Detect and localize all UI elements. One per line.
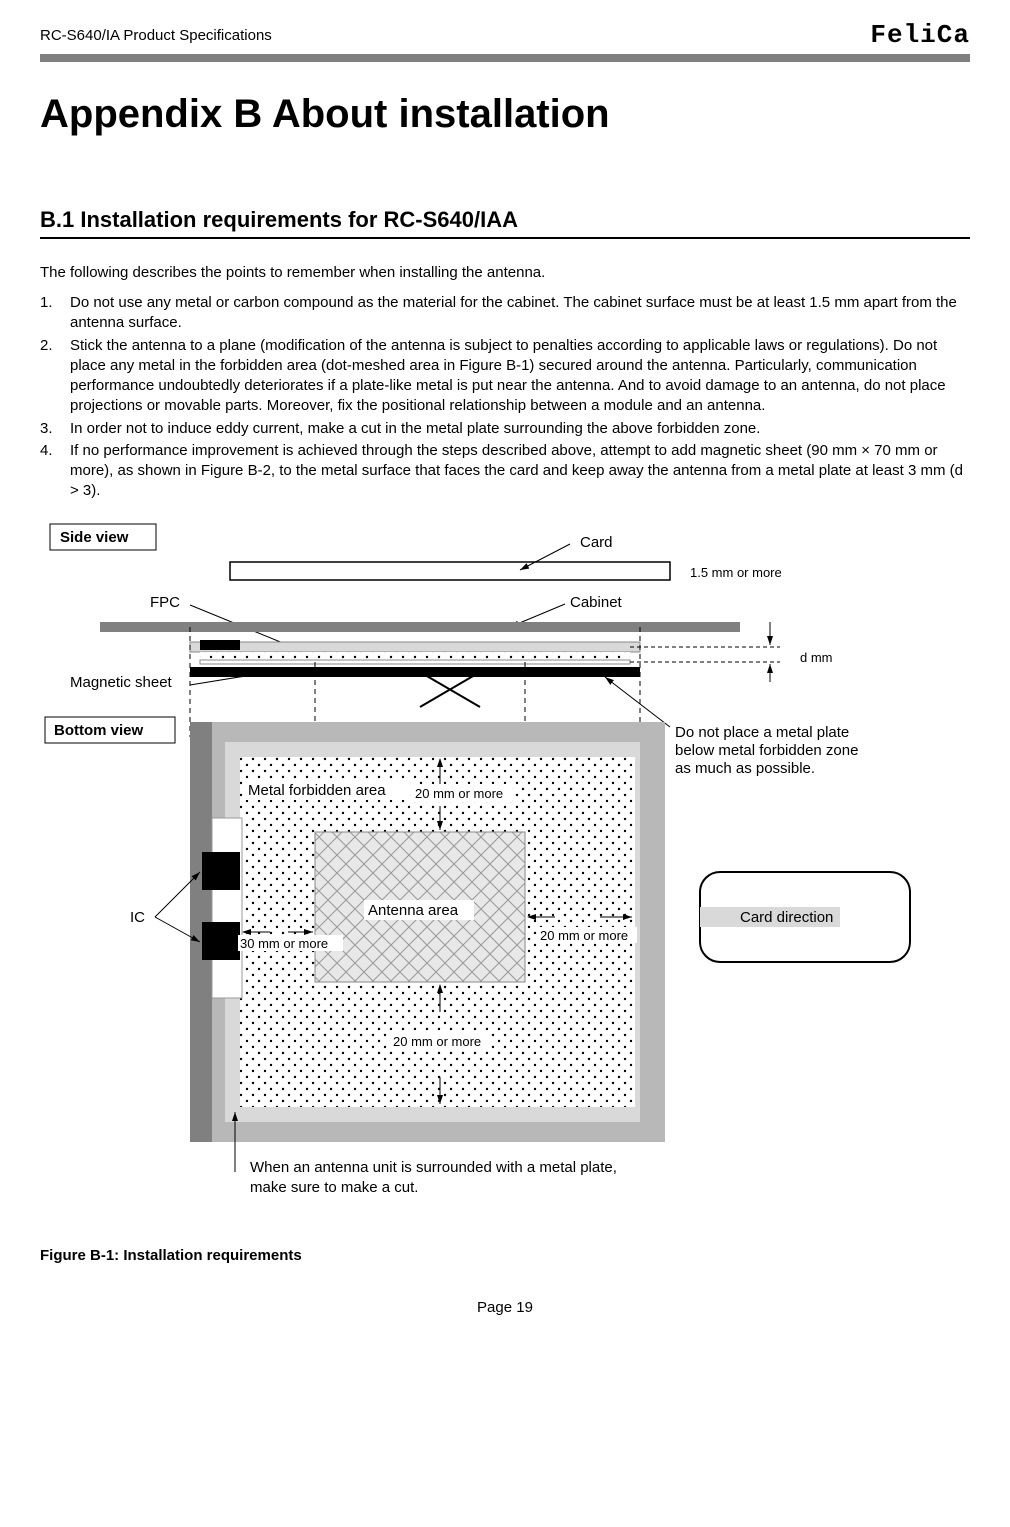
intro-text: The following describes the points to re… — [40, 264, 970, 281]
metal-forbidden-label: Metal forbidden area — [248, 782, 386, 799]
dim-20-bottom: 20 mm or more — [393, 1034, 481, 1049]
card-label: Card — [580, 534, 613, 551]
bottom-view-label: Bottom view — [54, 722, 144, 739]
header-divider — [40, 54, 970, 62]
header-logo: FeliCa — [870, 20, 970, 50]
list-item: In order not to induce eddy current, mak… — [70, 419, 970, 439]
requirements-list: 1.Do not use any metal or carbon compoun… — [40, 293, 970, 502]
antenna-area-label: Antenna area — [368, 902, 459, 919]
list-item: If no performance improvement is achieve… — [70, 441, 970, 502]
dim-1-5: 1.5 mm or more — [690, 565, 782, 580]
list-num: 3. — [40, 419, 70, 439]
magnetic-sheet-label: Magnetic sheet — [70, 674, 173, 691]
fpc-label: FPC — [150, 594, 180, 611]
do-not-place-2: below metal forbidden zone — [675, 742, 858, 759]
cabinet-label: Cabinet — [570, 594, 623, 611]
header-left: RC-S640/IA Product Specifications — [40, 27, 272, 44]
dim-20-top: 20 mm or more — [415, 786, 503, 801]
dim-d: d mm — [800, 650, 833, 665]
ic-label: IC — [130, 909, 145, 926]
list-item: Stick the antenna to a plane (modificati… — [70, 336, 970, 417]
list-num: 2. — [40, 336, 70, 417]
dim-30-left: 30 mm or more — [240, 936, 328, 951]
figure-caption: Figure B-1: Installation requirements — [40, 1247, 970, 1264]
section-title: B.1 Installation requirements for RC-S64… — [40, 207, 970, 239]
dim-20-right: 20 mm or more — [540, 928, 628, 943]
diagram: Side view Card 1.5 mm or more Cabinet FP… — [40, 522, 970, 1237]
list-item: Do not use any metal or carbon compound … — [70, 293, 970, 334]
side-view-label: Side view — [60, 529, 129, 546]
surrounded-note-1: When an antenna unit is surrounded with … — [250, 1159, 617, 1176]
card-direction-label: Card direction — [740, 909, 833, 926]
list-num: 4. — [40, 441, 70, 502]
do-not-place-3: as much as possible. — [675, 760, 815, 777]
list-num: 1. — [40, 293, 70, 334]
appendix-title: Appendix B About installation — [40, 92, 970, 137]
do-not-place-1: Do not place a metal plate — [675, 724, 849, 741]
page-number: Page 19 — [40, 1299, 970, 1316]
surrounded-note-2: make sure to make a cut. — [250, 1179, 418, 1196]
